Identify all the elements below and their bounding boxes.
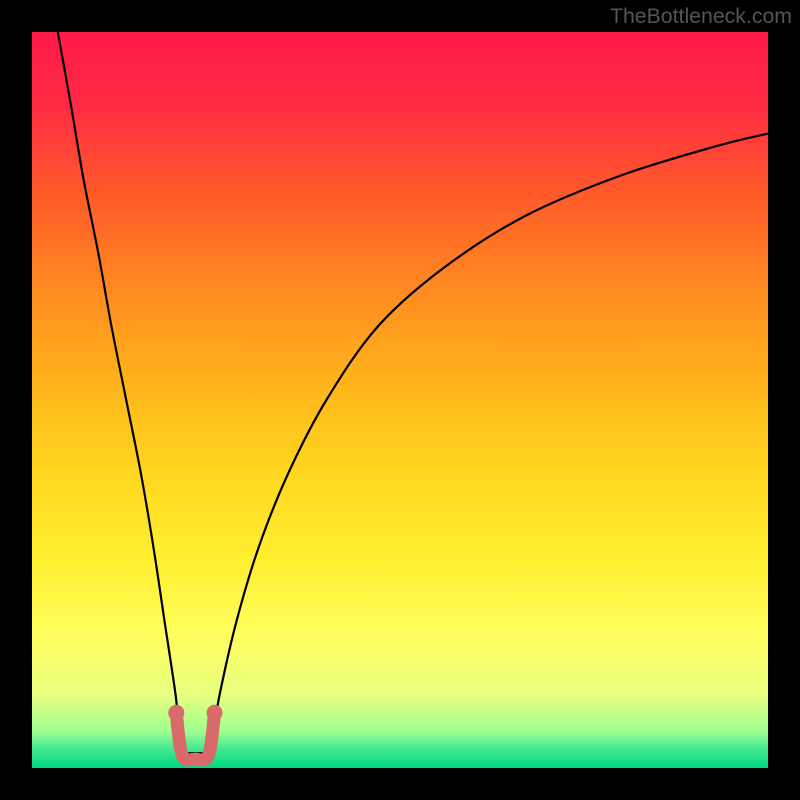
bottleneck-chart: [0, 0, 800, 800]
u-marker-endpoint-left: [168, 705, 184, 721]
plot-background: [32, 32, 768, 768]
watermark-text: TheBottleneck.com: [610, 4, 792, 29]
chart-stage: TheBottleneck.com: [0, 0, 800, 800]
u-marker-endpoint-right: [207, 705, 223, 721]
